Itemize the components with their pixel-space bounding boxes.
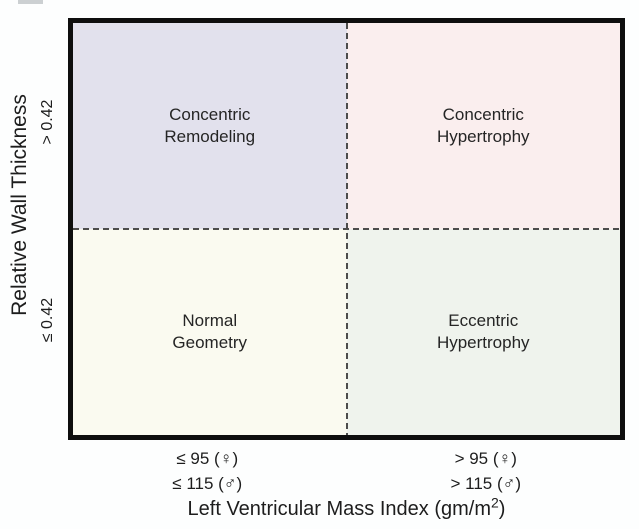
quadrant-label-line: Eccentric xyxy=(448,311,519,330)
right-cutoff-male: > 115 (♂) xyxy=(450,474,522,493)
quadrant-concentric-hypertrophy: Concentric Hypertrophy xyxy=(346,23,620,229)
x-axis-title-suffix: ) xyxy=(498,498,506,520)
x-axis-title-superscript: 2 xyxy=(490,494,499,511)
quadrant-label-line: Normal xyxy=(182,311,238,330)
left-cutoff-female: ≤ 95 (♀) xyxy=(176,449,239,468)
vertical-threshold-dashed-line xyxy=(345,23,348,435)
quadrant-label-line: Remodeling xyxy=(164,127,256,146)
quadrant-normal-geometry: Normal Geometry xyxy=(73,229,347,435)
y-axis-upper-threshold-label: > 0.42 xyxy=(39,99,56,145)
quadrant-label-line: Concentric xyxy=(442,105,524,124)
quadrant-plot-area: Concentric Remodeling Concentric Hypertr… xyxy=(68,18,625,440)
x-axis-title-text: Left Ventricular Mass Index (gm/m xyxy=(187,498,491,520)
right-cutoff-female: > 95 (♀) xyxy=(454,449,517,468)
quadrant-label-line: Hypertrophy xyxy=(436,333,530,352)
x-axis-left-cutoffs: ≤ 95 (♀) ≤ 115 (♂) xyxy=(68,446,347,496)
quadrant-eccentric-hypertrophy: Eccentric Hypertrophy xyxy=(346,229,620,435)
quadrant-concentric-remodeling: Concentric Remodeling xyxy=(73,23,347,229)
quadrant-label-line: Concentric xyxy=(169,105,251,124)
y-axis-title: Relative Wall Thickness xyxy=(8,94,31,316)
x-axis-title: Left Ventricular Mass Index (gm/m2) xyxy=(68,495,625,521)
left-cutoff-male: ≤ 115 (♂) xyxy=(172,474,243,493)
x-axis-right-cutoffs: > 95 (♀) > 115 (♂) xyxy=(347,446,626,496)
scan-artifact xyxy=(18,0,43,4)
y-axis-lower-threshold-label: ≤ 0.42 xyxy=(39,297,56,343)
x-axis-cutoff-labels: ≤ 95 (♀) ≤ 115 (♂) > 95 (♀) > 115 (♂) xyxy=(68,446,625,496)
quadrant-label-line: Geometry xyxy=(172,333,248,352)
quadrant-label-line: Hypertrophy xyxy=(436,127,530,146)
